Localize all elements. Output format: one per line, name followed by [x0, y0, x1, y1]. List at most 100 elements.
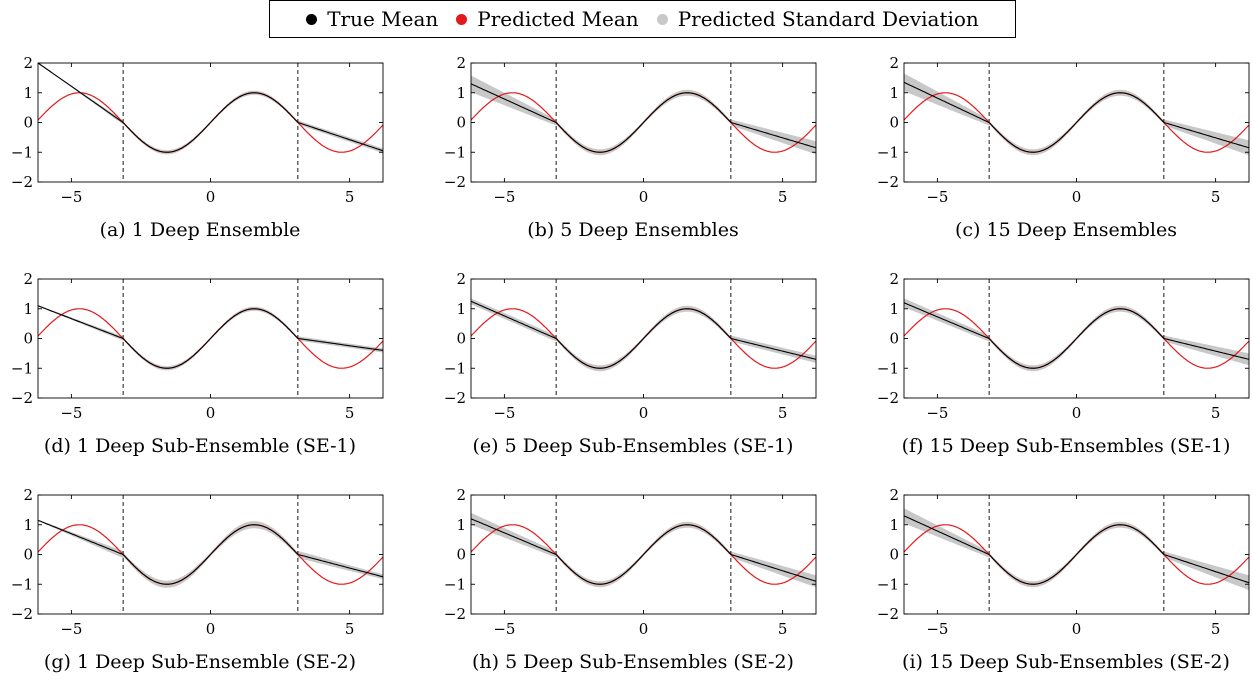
x-tick-label: 0	[1072, 404, 1082, 422]
true-mean-line	[904, 302, 1249, 369]
chart-caption: (a) 1 Deep Ensemble	[99, 219, 301, 241]
chart-caption: (h) 5 Deep Sub-Ensembles (SE-2)	[472, 651, 794, 673]
legend-label: Predicted Mean	[477, 7, 639, 31]
y-tick-label: −2	[444, 173, 466, 191]
chart-caption: (i) 15 Deep Sub-Ensembles (SE-2)	[902, 651, 1230, 673]
chart-panel-g: −2 −1 0 1 2 −5 0 5 (g) 1 Deep Sub-Ensemble (SE-…	[0, 480, 400, 685]
chart-svg: −2 −1 0 1 2 −5 0 5	[11, 486, 384, 638]
chart-panel-f: −2 −1 0 1 2 −5 0 5 (f) 15 Deep Sub-Ensembles (S…	[866, 264, 1253, 469]
chart-svg: −2 −1 0 1 2 −5 0 5	[11, 270, 384, 422]
y-tick-label: −2	[444, 389, 466, 407]
x-tick-label: −5	[926, 188, 948, 206]
std-band	[904, 73, 1249, 156]
y-tick-label: −2	[877, 173, 899, 191]
y-tick-label: −2	[11, 605, 33, 623]
x-tick-label: −5	[926, 404, 948, 422]
chart-svg: −2 −1 0 1 2 −5 0 5	[444, 486, 817, 638]
chart-panel-e: −2 −1 0 1 2 −5 0 5 (e) 5 Deep Sub-Ensembles (SE…	[433, 264, 833, 469]
chart-caption: (c) 15 Deep Ensembles	[955, 219, 1177, 241]
y-tick-label: −2	[11, 389, 33, 407]
y-tick-label: −1	[877, 359, 899, 377]
x-tick-label: 5	[1211, 620, 1221, 638]
y-tick-label: 2	[23, 486, 33, 504]
x-tick-label: −5	[60, 188, 82, 206]
true-mean-line	[38, 519, 383, 585]
y-tick-label: 2	[23, 270, 33, 288]
chart-panel-b: −2 −1 0 1 2 −5 0 5 (b) 5 Deep Ensembles	[433, 48, 833, 253]
y-tick-label: 0	[23, 114, 33, 132]
y-tick-label: 1	[889, 516, 899, 534]
y-tick-label: −2	[877, 389, 899, 407]
y-tick-label: −1	[444, 575, 466, 593]
x-tick-label: 0	[206, 188, 216, 206]
x-tick-label: 5	[778, 620, 788, 638]
y-tick-label: −1	[444, 359, 466, 377]
y-tick-label: 1	[23, 300, 33, 318]
true-mean-line	[471, 83, 816, 153]
y-tick-label: 2	[456, 486, 466, 504]
x-tick-label: 5	[1211, 188, 1221, 206]
y-tick-label: −1	[877, 575, 899, 593]
legend-item-predicted-std: Predicted Standard Deviation	[656, 7, 979, 31]
legend: True Mean Predicted Mean Predicted Stand…	[269, 0, 1016, 38]
chart-caption: (e) 5 Deep Sub-Ensembles (SE-1)	[472, 435, 794, 457]
y-tick-label: 0	[889, 114, 899, 132]
true-mean-line	[904, 515, 1249, 585]
y-tick-label: 0	[456, 330, 466, 348]
chart-caption: (g) 1 Deep Sub-Ensemble (SE-2)	[43, 651, 357, 673]
y-tick-label: 1	[889, 84, 899, 102]
x-tick-label: 0	[1072, 620, 1082, 638]
y-tick-label: 0	[889, 546, 899, 564]
y-tick-label: 0	[456, 114, 466, 132]
std-band	[471, 298, 816, 372]
x-tick-label: 5	[1211, 404, 1221, 422]
true-mean-line	[471, 300, 816, 369]
y-tick-label: 2	[889, 486, 899, 504]
x-tick-label: −5	[493, 188, 515, 206]
y-tick-label: 1	[889, 300, 899, 318]
chart-svg: −2 −1 0 1 2 −5 0 5	[877, 54, 1250, 206]
x-tick-label: −5	[493, 404, 515, 422]
chart-caption: (f) 15 Deep Sub-Ensembles (SE-1)	[901, 435, 1231, 457]
legend-label: True Mean	[327, 7, 439, 31]
y-tick-label: 2	[23, 54, 33, 72]
y-tick-label: 1	[456, 516, 466, 534]
x-tick-label: 5	[345, 188, 355, 206]
y-tick-label: −1	[11, 575, 33, 593]
std-band	[38, 63, 383, 155]
y-tick-label: 2	[889, 270, 899, 288]
y-tick-label: −2	[11, 173, 33, 191]
std-band	[904, 508, 1249, 591]
x-tick-label: −5	[493, 620, 515, 638]
chart-panel-i: −2 −1 0 1 2 −5 0 5 (i) 15 Deep Sub-Ensembles (S…	[866, 480, 1253, 685]
y-tick-label: 1	[456, 300, 466, 318]
y-tick-label: 0	[889, 330, 899, 348]
chart-svg: −2 −1 0 1 2 −5 0 5	[877, 486, 1250, 638]
chart-svg: −2 −1 0 1 2 −5 0 5	[444, 270, 817, 422]
x-tick-label: −5	[60, 404, 82, 422]
y-tick-label: −1	[11, 143, 33, 161]
chart-svg: −2 −1 0 1 2 −5 0 5	[444, 54, 817, 206]
chart-svg: −2 −1 0 1 2 −5 0 5	[11, 54, 384, 206]
chart-caption: (b) 5 Deep Ensembles	[527, 219, 739, 241]
x-tick-label: 0	[1072, 188, 1082, 206]
y-tick-label: 1	[456, 84, 466, 102]
chart-panel-h: −2 −1 0 1 2 −5 0 5 (h) 5 Deep Sub-Ensembles (SE…	[433, 480, 833, 685]
y-tick-label: −2	[877, 605, 899, 623]
y-tick-label: −1	[444, 143, 466, 161]
predicted-std-dot-icon	[656, 13, 668, 25]
std-band	[904, 298, 1249, 372]
y-tick-label: 2	[889, 54, 899, 72]
legend-item-predicted-mean: Predicted Mean	[456, 7, 639, 31]
y-tick-label: −2	[444, 605, 466, 623]
x-tick-label: −5	[926, 620, 948, 638]
true-mean-line	[471, 518, 816, 585]
true-mean-dot-icon	[306, 13, 318, 25]
x-tick-label: 5	[345, 404, 355, 422]
legend-item-true-mean: True Mean	[306, 7, 438, 31]
y-tick-label: −1	[877, 143, 899, 161]
x-tick-label: 0	[206, 404, 216, 422]
x-tick-label: −5	[60, 620, 82, 638]
chart-panel-d: −2 −1 0 1 2 −5 0 5 (d) 1 Deep Sub-Ensemble (SE-…	[0, 264, 400, 469]
y-tick-label: 0	[23, 546, 33, 564]
